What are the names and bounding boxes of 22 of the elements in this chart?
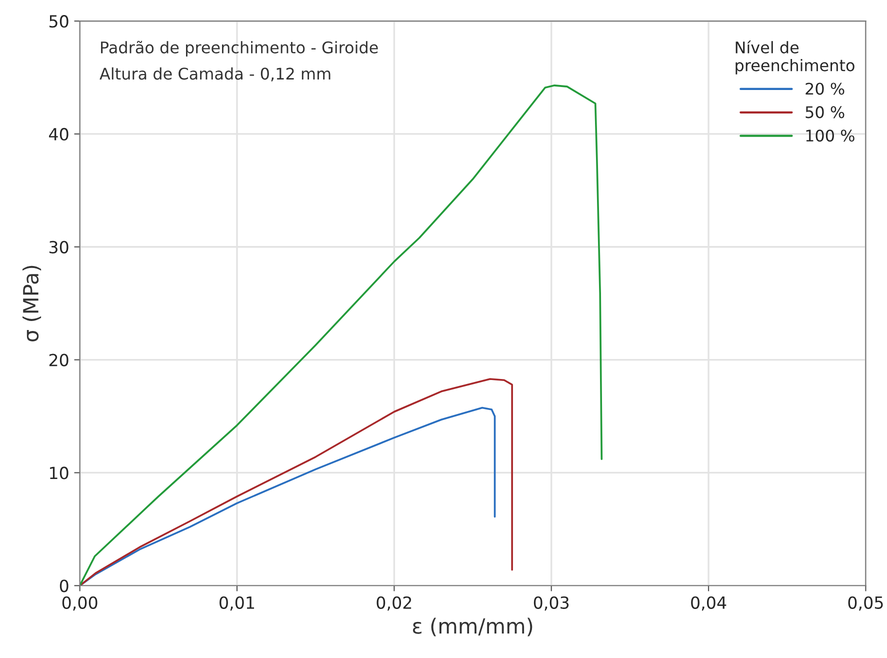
legend-title: Nível de preenchimento bbox=[736, 40, 854, 74]
y-tick-label: 40 bbox=[49, 128, 68, 141]
line-series bbox=[80, 378, 513, 586]
x-tick-label: 0,01 bbox=[220, 596, 254, 611]
annotation: Padrão de preenchimento - Giroide bbox=[101, 40, 378, 57]
x-tick-label: 0,00 bbox=[62, 596, 98, 611]
y-tick-label: 0 bbox=[60, 580, 68, 592]
y-tick-label: 50 bbox=[49, 15, 68, 28]
legend-label: 50 % bbox=[806, 106, 844, 118]
y-axis-title: σ (MPa) bbox=[22, 266, 42, 342]
x-tick-label: 0,02 bbox=[376, 596, 412, 611]
y-tick-label: 30 bbox=[49, 240, 68, 254]
x-tick-label: 0,04 bbox=[691, 596, 726, 611]
y-tick-label: 20 bbox=[49, 354, 68, 366]
annotation: Altura de Camada - 0,12 mm bbox=[100, 67, 330, 82]
y-tick-label: 10 bbox=[50, 466, 68, 480]
x-tick-label: 0,03 bbox=[534, 596, 569, 611]
legend-label: 20 % bbox=[806, 82, 844, 95]
x-tick-label: 0,05 bbox=[848, 596, 883, 611]
line-series bbox=[80, 84, 603, 586]
legend-label: 100 % bbox=[806, 130, 854, 142]
x-axis-title: ε (mm/mm) bbox=[412, 618, 532, 636]
